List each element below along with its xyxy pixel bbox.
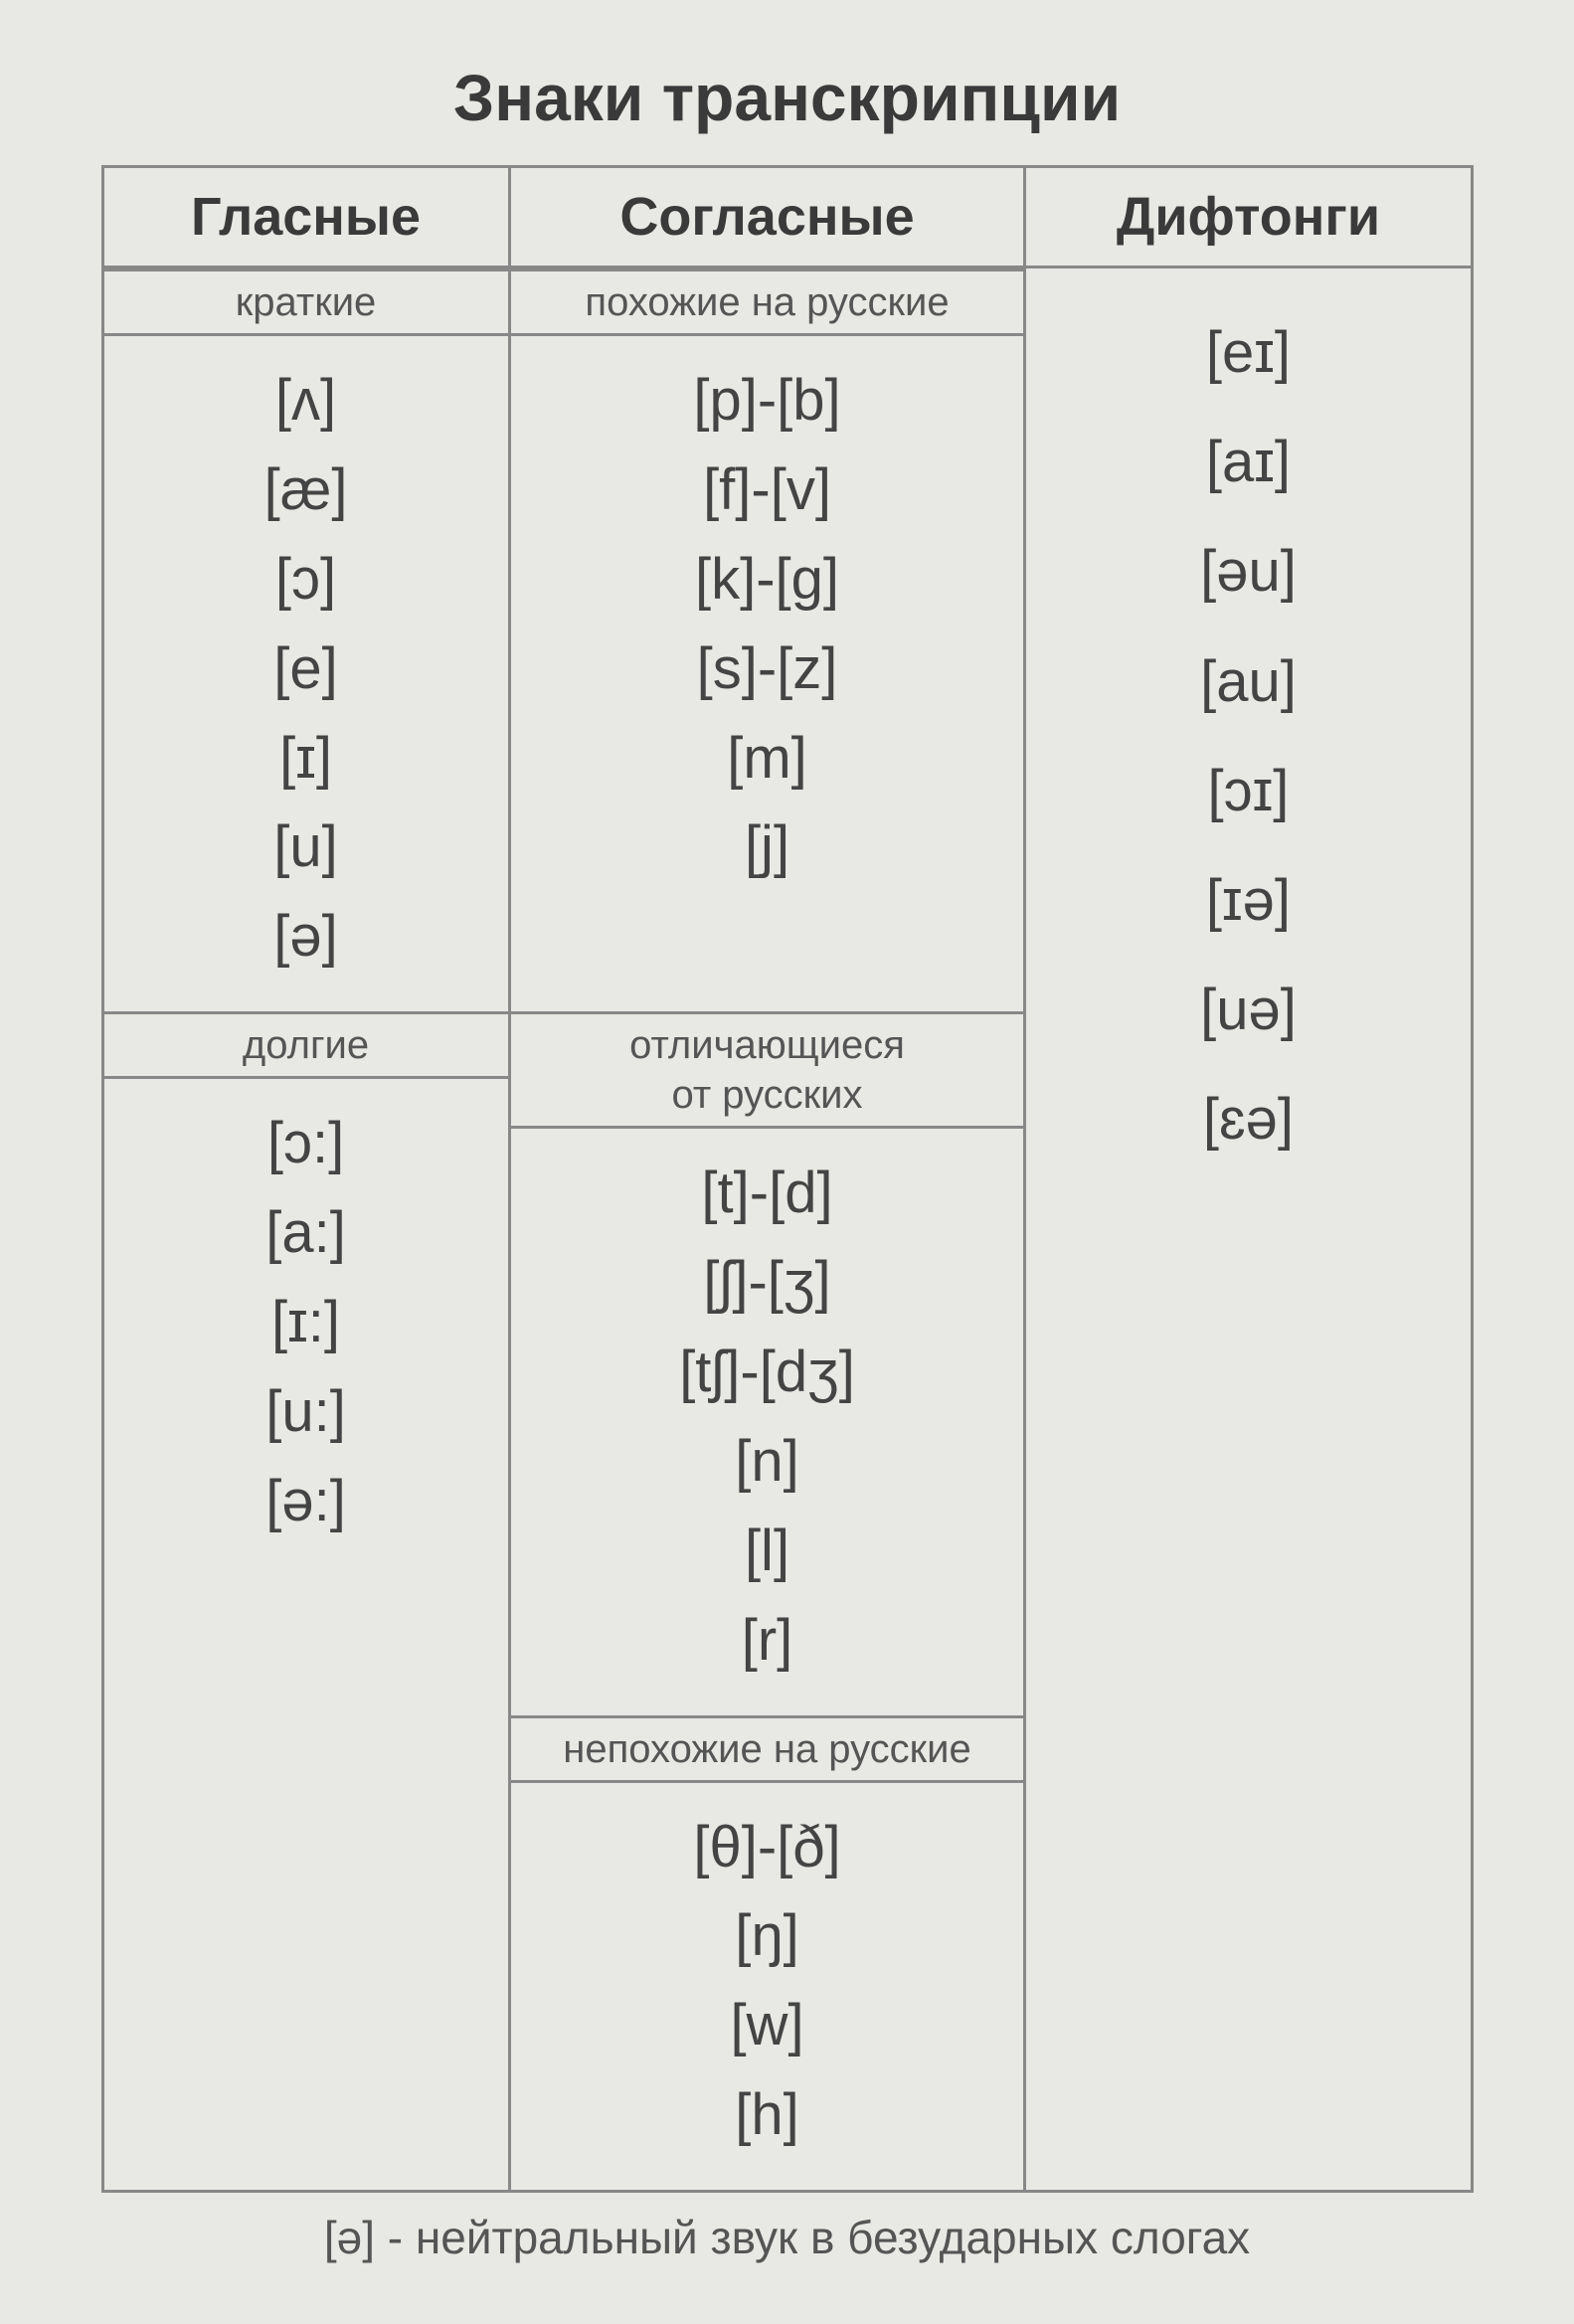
- symbol: [ɪə]: [1036, 846, 1460, 956]
- symbol: [u:]: [114, 1367, 498, 1457]
- symbol: [ɪ:]: [114, 1278, 498, 1367]
- symbol: [s]-[z]: [521, 625, 1014, 714]
- symbol: [ʌ]: [114, 356, 498, 446]
- consonants-similar-cell: похожие на русские [p]-[b] [f]-[v] [k]-[…: [509, 268, 1025, 1012]
- symbol: [aɪ]: [1036, 408, 1460, 517]
- subheader-differ-ru-line2: от русских: [672, 1073, 863, 1117]
- symbol: [æ]: [114, 446, 498, 535]
- footnote: [ə] - нейтральный звук в безударных слог…: [80, 2211, 1494, 2264]
- symbol: [n]: [521, 1417, 1014, 1507]
- transcription-table: Гласные Согласные Дифтонги краткие [ʌ] […: [101, 165, 1474, 2193]
- symbol: [ŋ]: [521, 1891, 1014, 1981]
- symbol: [ɔ]: [114, 535, 498, 625]
- symbol: [p]-[b]: [521, 356, 1014, 446]
- symbol: [h]: [521, 2070, 1014, 2160]
- consonants-differ-cell: отличающиеся от русских [t]-[d] [ʃ]-[ʒ] …: [509, 1011, 1025, 1714]
- symbol: [u]: [114, 803, 498, 892]
- symbol: [uə]: [1036, 956, 1460, 1065]
- symbol: [ɪ]: [114, 714, 498, 804]
- subheader-long: долгие: [104, 1011, 508, 1079]
- symbol: [ɔ:]: [114, 1099, 498, 1188]
- symbol: [eɪ]: [1036, 298, 1460, 408]
- symbol: [ɔɪ]: [1036, 737, 1460, 846]
- symbol: [a:]: [114, 1188, 498, 1278]
- symbol: [t]-[d]: [521, 1149, 1014, 1238]
- subheader-differ-ru: отличающиеся от русских: [511, 1011, 1024, 1129]
- subheader-short: краткие: [104, 268, 508, 336]
- vowels-short-cell: краткие [ʌ] [æ] [ɔ] [e] [ɪ] [u] [ə]: [102, 268, 509, 1012]
- symbol: [θ]-[ð]: [521, 1803, 1014, 1892]
- symbol: [j]: [521, 803, 1014, 892]
- symbol: [w]: [521, 1981, 1014, 2070]
- symbol: [ə:]: [114, 1457, 498, 1546]
- symbol: [əu]: [1036, 517, 1460, 626]
- symbol: [tʃ]-[dʒ]: [521, 1328, 1014, 1417]
- symbol: [ɛə]: [1036, 1065, 1460, 1174]
- header-vowels: Гласные: [102, 167, 509, 268]
- header-consonants: Согласные: [509, 167, 1025, 268]
- header-diphthongs: Дифтонги: [1025, 167, 1472, 268]
- symbol: [f]-[v]: [521, 446, 1014, 535]
- symbol: [m]: [521, 714, 1014, 804]
- diphthongs-cell: [eɪ] [aɪ] [əu] [au] [ɔɪ] [ɪə] [uə] [ɛə]: [1025, 268, 1472, 2192]
- symbol: [ʃ]-[ʒ]: [521, 1238, 1014, 1328]
- vowels-long-cell: долгие [ɔ:] [a:] [ɪ:] [u:] [ə:]: [102, 1011, 509, 2191]
- symbol: [k]-[g]: [521, 535, 1014, 625]
- symbol: [ə]: [114, 892, 498, 982]
- consonants-unlike-cell: непохожие на русские [θ]-[ð] [ŋ] [w] [h]: [509, 1715, 1025, 2192]
- symbol: [r]: [521, 1596, 1014, 1686]
- symbol: [au]: [1036, 627, 1460, 737]
- symbol: [l]: [521, 1507, 1014, 1596]
- subheader-similar-ru: похожие на русские: [511, 268, 1024, 336]
- page-title: Знаки транскрипции: [80, 60, 1494, 135]
- symbol: [e]: [114, 625, 498, 714]
- subheader-unlike-ru: непохожие на русские: [511, 1715, 1024, 1783]
- subheader-differ-ru-line1: отличающиеся: [629, 1023, 905, 1067]
